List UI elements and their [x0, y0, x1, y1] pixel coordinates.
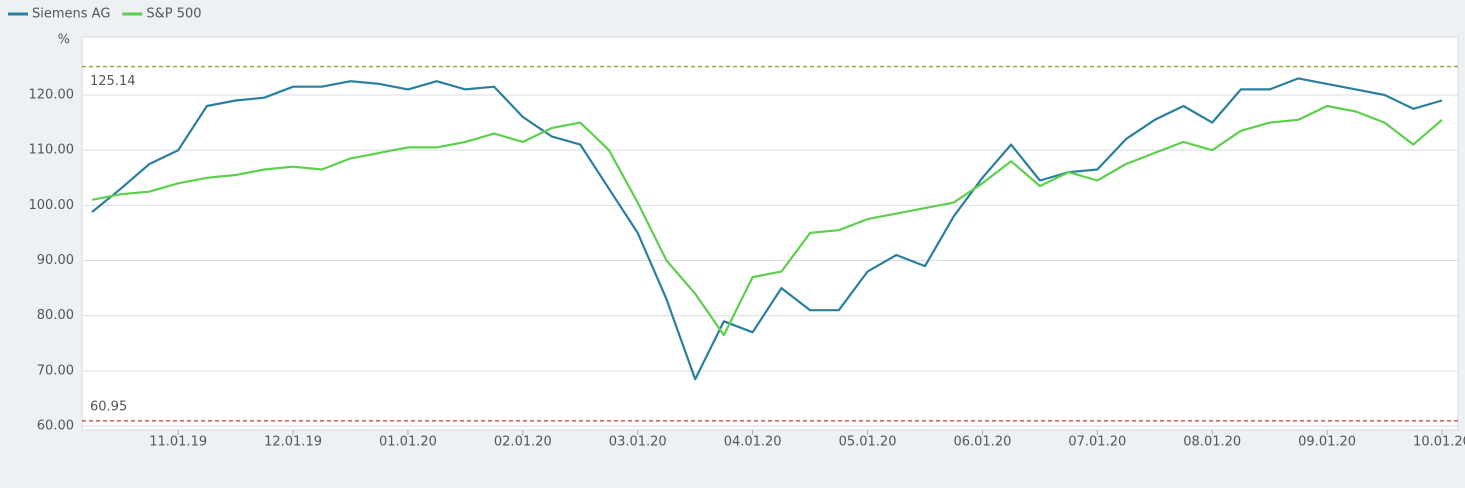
- y-tick-label: 60.00: [37, 419, 74, 434]
- y-tick-label: 120.00: [29, 87, 75, 102]
- series-line: [91, 104, 1443, 337]
- x-tick-label: 10.01.20: [1413, 435, 1465, 450]
- x-tick-label: 02.01.20: [494, 435, 552, 450]
- x-tick-label: 11.01.19: [149, 435, 207, 450]
- series-line: [91, 77, 1443, 381]
- x-tick-label: 12.01.19: [264, 435, 322, 450]
- y-tick-label: 110.00: [29, 143, 75, 158]
- legend-label: S&P 500: [146, 7, 201, 22]
- x-tick-label: 05.01.20: [839, 435, 897, 450]
- x-tick-label: 04.01.20: [724, 435, 782, 450]
- y-unit: %: [58, 33, 70, 48]
- x-tick-label: 03.01.20: [609, 435, 667, 450]
- reference-label: 60.95: [90, 399, 127, 414]
- y-tick-label: 80.00: [37, 308, 74, 323]
- x-tick-label: 01.01.20: [379, 435, 437, 450]
- y-tick-label: 70.00: [37, 363, 74, 378]
- reference-label: 125.14: [90, 74, 136, 89]
- y-tick-label: 100.00: [29, 198, 75, 213]
- x-tick-label: 07.01.20: [1068, 435, 1126, 450]
- x-tick-label: 06.01.20: [953, 435, 1011, 450]
- legend-label: Siemens AG: [32, 7, 110, 22]
- x-tick-label: 09.01.20: [1298, 435, 1356, 450]
- y-tick-label: 90.00: [37, 253, 74, 268]
- x-tick-label: 08.01.20: [1183, 435, 1241, 450]
